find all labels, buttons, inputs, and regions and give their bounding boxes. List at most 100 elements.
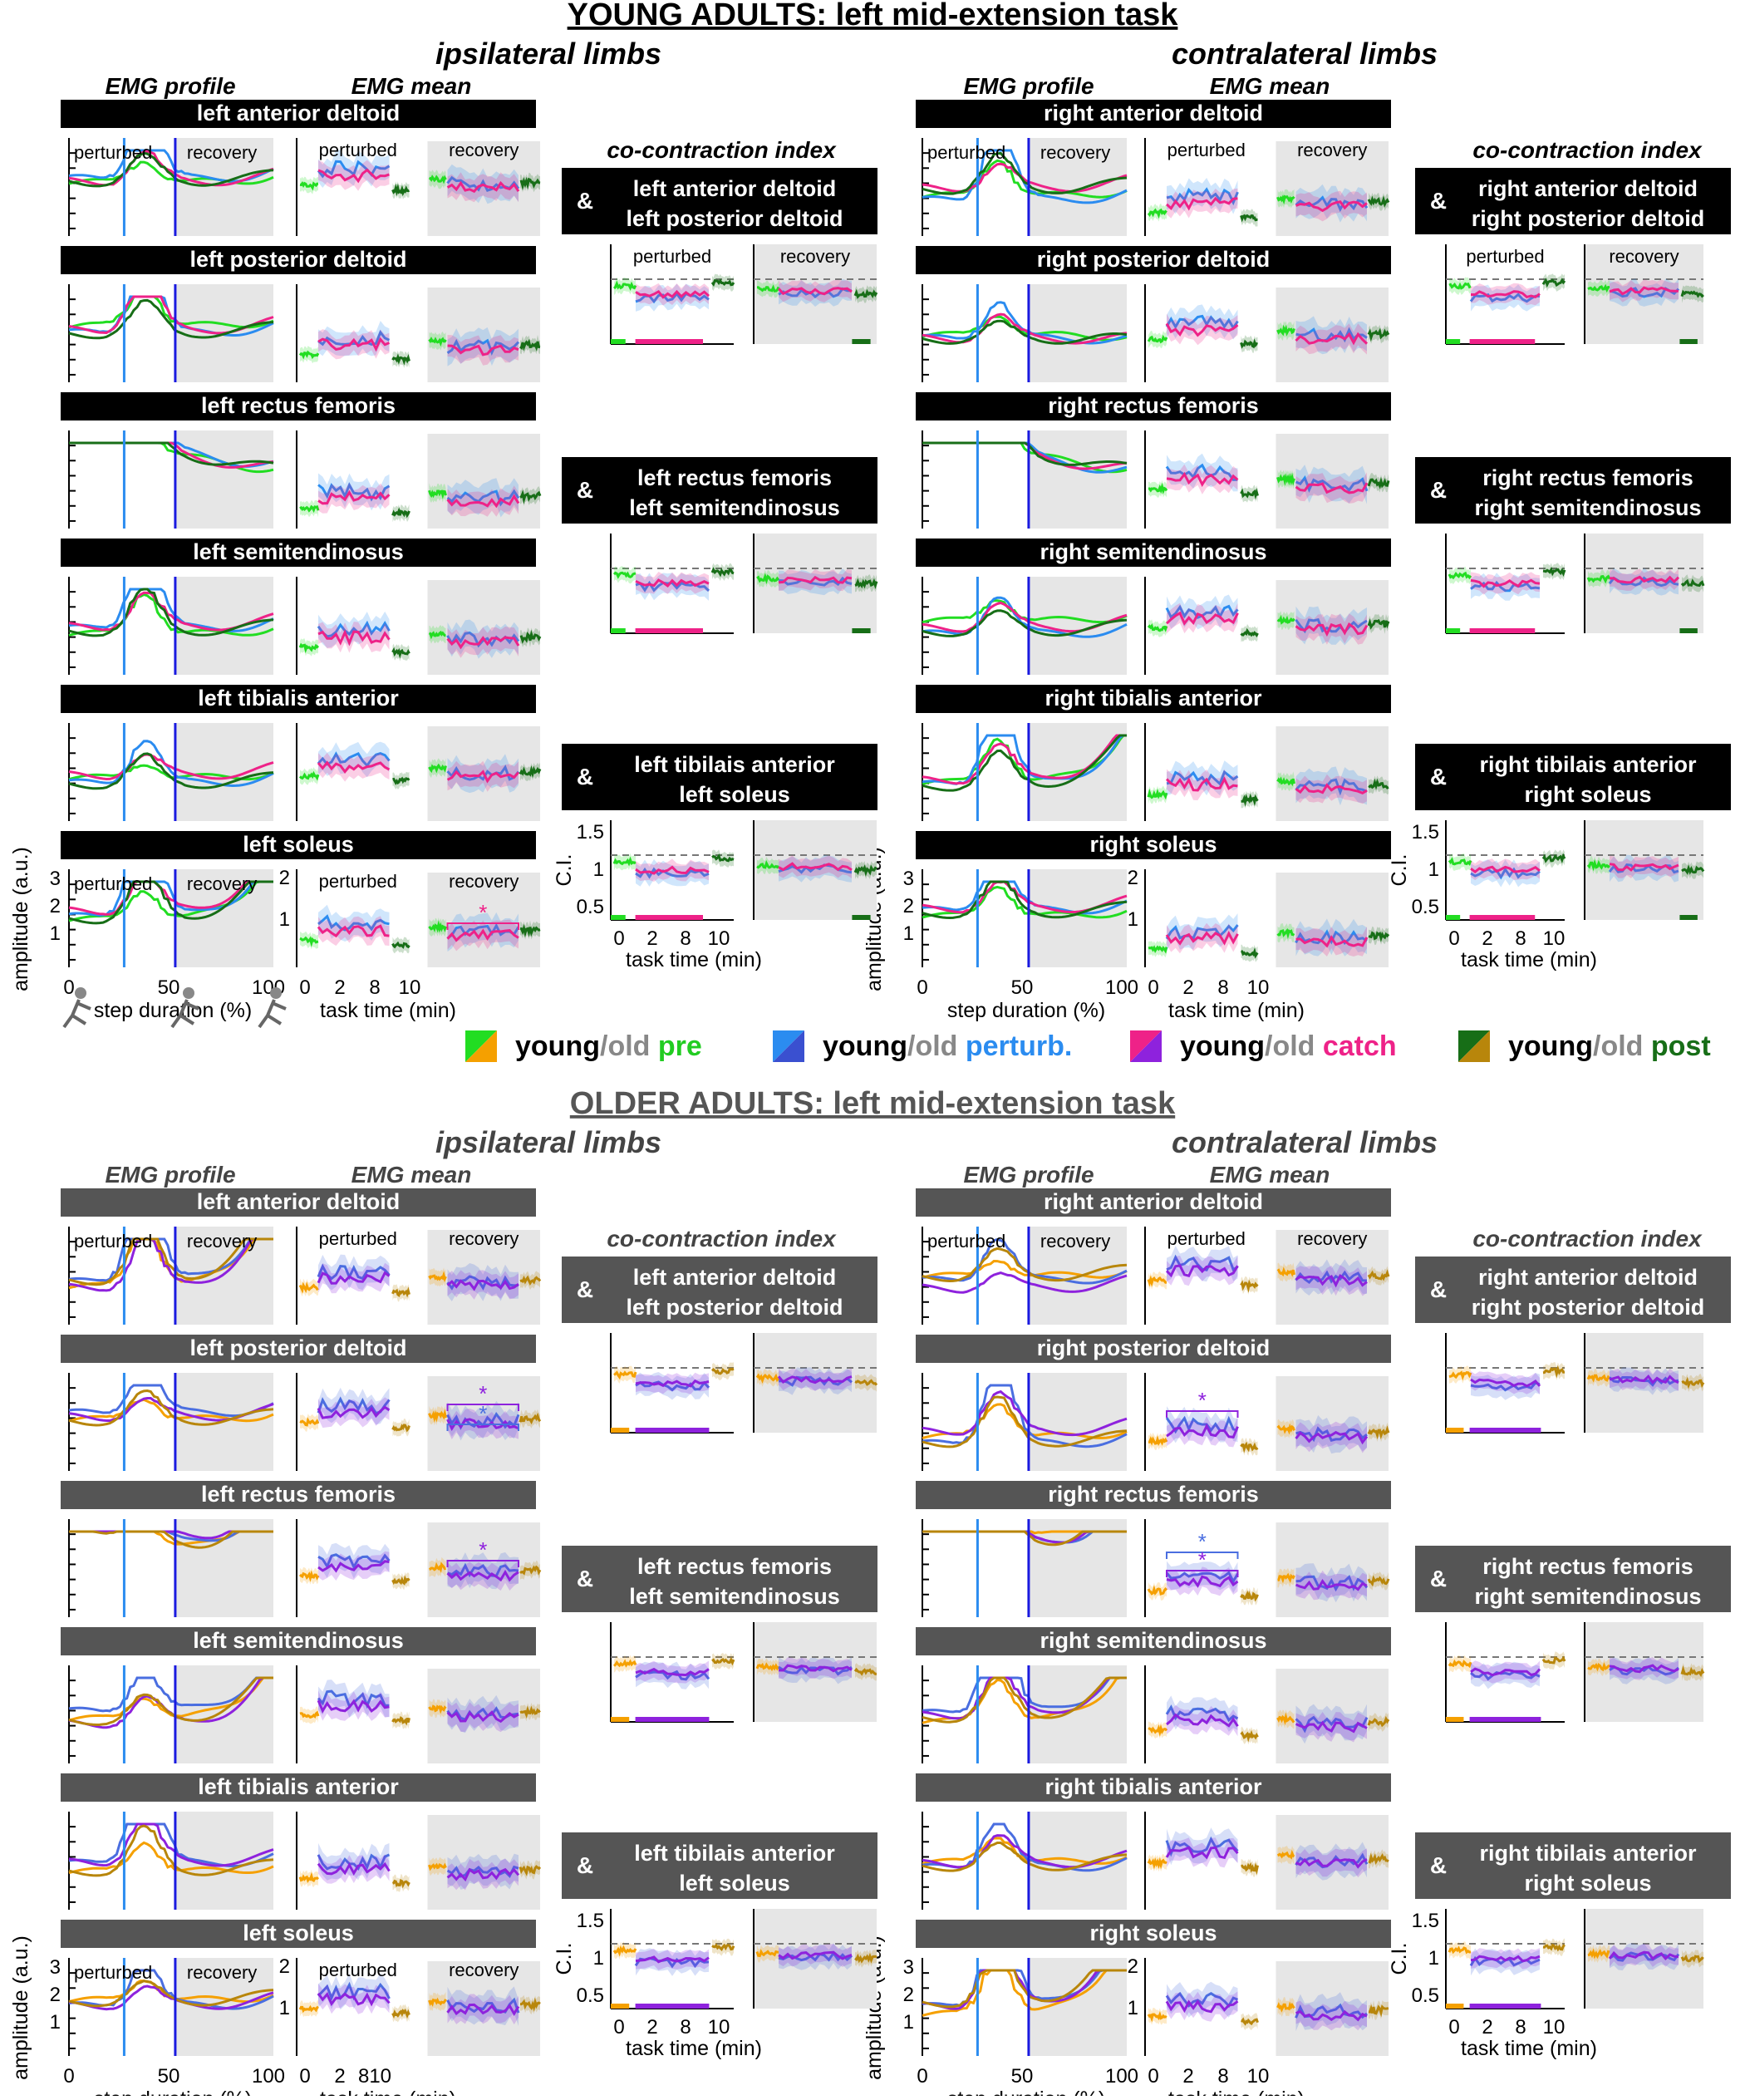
significance-bar — [635, 628, 703, 633]
profile-trace — [68, 588, 274, 632]
legend-text-part: old — [1272, 1030, 1315, 1062]
muscle-header-bg — [61, 539, 536, 567]
variance-band — [1295, 1265, 1367, 1296]
profile-trace — [922, 1842, 1128, 1872]
time-x-tick: 8 — [1217, 976, 1228, 999]
mean-trace — [1448, 1945, 1472, 1955]
cci-pair-muscle-1: right anterior deltoid — [1478, 176, 1698, 201]
ci-axis-label: C.I. — [1388, 1943, 1411, 1975]
mean-trace — [612, 1945, 637, 1957]
variance-band — [447, 1986, 519, 2027]
mean-trace — [317, 330, 391, 347]
mean-trace — [446, 636, 520, 650]
mean-trace — [1587, 1662, 1610, 1672]
emg-mean-panel: ** — [296, 1373, 542, 1471]
variance-band — [1471, 1660, 1540, 1684]
emg-profile-panel — [922, 723, 1127, 821]
variance-band — [318, 1680, 390, 1718]
mean-trace — [391, 1715, 410, 1726]
mean-trace — [1240, 1729, 1259, 1743]
legend-text-part: pre — [650, 1030, 701, 1062]
ci-axis-label: C.I. — [553, 854, 576, 887]
mean-trace — [1165, 1704, 1239, 1723]
mean-trace — [519, 629, 542, 644]
muscle-header: left posterior deltoid — [189, 1335, 406, 1360]
mean-trace — [519, 489, 542, 504]
mean-trace — [298, 2004, 319, 2014]
variance-band — [392, 351, 410, 368]
significance-bar — [1446, 915, 1461, 920]
muscle-header: right tibialis anterior — [1045, 686, 1262, 711]
profile-trace — [922, 1969, 1127, 2017]
figure-head — [183, 987, 194, 999]
muscle-header-bg — [916, 685, 1391, 713]
cci-pair-muscle-1: right rectus femoris — [1482, 465, 1693, 490]
profile-y-tick: 3 — [903, 1956, 914, 1979]
significance-bar — [1679, 915, 1698, 920]
cci-label-ipsi: co-contraction index — [607, 1226, 837, 1252]
mean-trace — [317, 1263, 391, 1281]
muscle-header: left soleus — [243, 1920, 354, 1945]
variance-band — [1167, 913, 1238, 951]
muscle-header: right rectus femoris — [1048, 1482, 1259, 1507]
profile-x-tick: 0 — [63, 2065, 74, 2088]
profile-trace — [68, 1841, 274, 1875]
perturbed-label: perturbed — [319, 140, 397, 160]
variance-band — [447, 1694, 519, 1734]
cci-ampersand: & — [1430, 1276, 1447, 1302]
variance-band — [1295, 927, 1367, 957]
profile-x-tick: 50 — [1011, 2065, 1034, 2088]
cci-pair-muscle-1: left anterior deltoid — [633, 1265, 837, 1290]
mean-trace — [1240, 488, 1259, 500]
perturbed-label: perturbed — [319, 1228, 397, 1249]
emg-profile-panel — [68, 1665, 273, 1763]
perturbed-label: perturbed — [633, 246, 711, 267]
recovery-label: recovery — [1040, 142, 1110, 163]
muscle-header-bg — [916, 1335, 1391, 1363]
profile-trace — [922, 1969, 1127, 2008]
muscle-header: right semitendinosus — [1040, 539, 1266, 564]
recovery-shade — [1276, 141, 1389, 236]
stick-figure-icon — [258, 987, 287, 1029]
recovery-shade — [427, 1669, 540, 1763]
cci-pair-muscle-2: right semitendinosus — [1474, 495, 1701, 520]
cci-pair-muscle-2: left semitendinosus — [629, 1584, 840, 1609]
profile-trace — [68, 1676, 273, 1713]
muscle-header: right posterior deltoid — [1037, 247, 1271, 272]
muscle-header-bg — [61, 1188, 536, 1217]
mean-trace — [710, 567, 735, 578]
mean-trace — [1276, 1266, 1295, 1277]
time-x-tick: 10 — [399, 976, 421, 999]
muscle-header-bg — [61, 100, 536, 128]
figure-head — [270, 987, 282, 999]
mean-trace — [1541, 1655, 1566, 1665]
mean-trace — [1165, 611, 1239, 627]
time-x-tick: 8 — [1217, 2065, 1228, 2088]
cci-pair-muscle-1: left tibilais anterior — [634, 752, 835, 777]
muscle-header: right tibialis anterior — [1045, 1774, 1262, 1799]
muscle-header-bg — [916, 1481, 1391, 1509]
task-time-label: task time (min) — [1168, 2088, 1305, 2096]
profile-trace — [68, 1676, 273, 1722]
mean-trace — [1609, 1665, 1679, 1676]
perturbed-label: perturbed — [74, 142, 152, 163]
mean-trace — [298, 642, 320, 654]
perturbed-label: perturbed — [74, 1962, 152, 1983]
mean-trace — [317, 760, 391, 775]
mean-trace — [519, 176, 541, 191]
recovery-shade — [1028, 1373, 1127, 1471]
cci-task-time-label: task time (min) — [626, 2037, 762, 2060]
variance-band — [1295, 190, 1367, 222]
legend-text-part: young — [515, 1030, 600, 1062]
emg-mean-panel — [296, 1665, 541, 1763]
profile-trace — [68, 1237, 273, 1292]
cci-pair-header-bg — [1415, 1832, 1731, 1899]
variance-band — [636, 859, 709, 887]
mean-trace — [777, 287, 853, 296]
emg-mean-panel: perturbed recovery — [296, 1227, 542, 1325]
mean-trace — [1295, 622, 1369, 637]
cci-pair-muscle-1: right tibilais anterior — [1479, 752, 1697, 777]
cci-pair-header-bg — [1415, 1257, 1731, 1323]
recovery-label: recovery — [187, 1231, 257, 1252]
mean-trace — [1680, 289, 1704, 298]
